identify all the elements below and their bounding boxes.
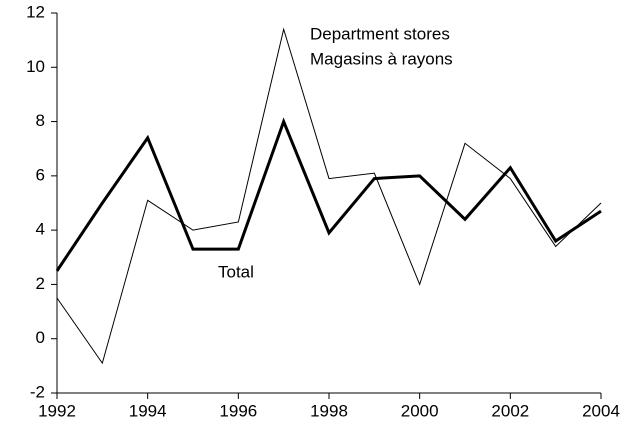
- x-tick-label: 2000: [401, 401, 439, 420]
- line: [55, 117, 602, 272]
- x-tick-label: 1994: [129, 401, 167, 420]
- x-tick-label: 1998: [310, 401, 348, 420]
- y-tick-label: 6: [36, 165, 45, 184]
- x-tick-label: 2002: [491, 401, 529, 420]
- annotation: Magasins à rayons: [310, 49, 453, 68]
- line: [56, 27, 602, 365]
- y-tick-label: 2: [36, 274, 45, 293]
- y-tick-label: 0: [36, 328, 45, 347]
- series-label: Department stores: [310, 24, 450, 43]
- series-label: Total: [218, 262, 254, 281]
- x-tick-label: 2004: [582, 401, 620, 420]
- y-tick-label: -2: [30, 382, 45, 401]
- y-tick-label: 4: [36, 220, 45, 239]
- y-tick-label: 12: [26, 2, 45, 21]
- x-tick-label: 1996: [219, 401, 257, 420]
- y-tick-label: 10: [26, 57, 45, 76]
- y-tick-label: 8: [36, 111, 45, 130]
- x-tick-label: 1992: [38, 401, 76, 420]
